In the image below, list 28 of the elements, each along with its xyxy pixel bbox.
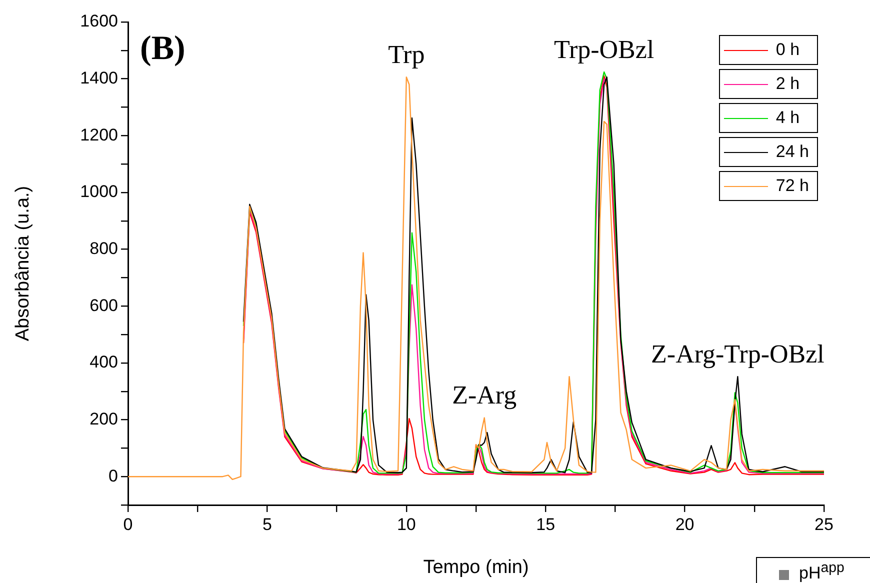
y-tick-label: 1200 [80, 125, 118, 144]
y-tick-label: 400 [90, 352, 118, 372]
y-tick-label: 1000 [80, 182, 118, 202]
annotation: Z-Arg [452, 380, 517, 410]
x-tick-label: 5 [262, 514, 272, 534]
legend-label: 24 h [776, 142, 809, 162]
y-axis-title: Absorbância (u.a.) [12, 186, 34, 342]
x-tick-label: 15 [536, 514, 556, 534]
y-tick-label: 1600 [80, 12, 118, 31]
annotation: (B) [140, 30, 186, 68]
x-tick-label: 0 [123, 514, 133, 534]
x-axis-title: Tempo (min) [423, 556, 529, 578]
annotation: Trp [388, 40, 425, 69]
y-tick-label: 1400 [80, 68, 118, 88]
y-tick-label: 200 [90, 409, 118, 428]
y-tick-label: 600 [90, 296, 118, 315]
x-tick-label: 25 [814, 514, 834, 534]
legend-label: 72 h [776, 176, 809, 196]
annotation: Trp-OBzl [554, 34, 654, 64]
y-tick-label: 0 [108, 466, 118, 486]
legend-label: 4 h [776, 108, 800, 128]
legend-label: 0 h [776, 40, 800, 60]
x-tick-label: 10 [396, 514, 416, 534]
legend-label: 2 h [776, 74, 800, 94]
annotation: Z-Arg-Trp-OBzl [651, 339, 824, 368]
text: pH$^{app}$ [799, 560, 844, 583]
x-tick-label: 20 [675, 514, 694, 534]
y-tick-label: 800 [90, 238, 118, 258]
